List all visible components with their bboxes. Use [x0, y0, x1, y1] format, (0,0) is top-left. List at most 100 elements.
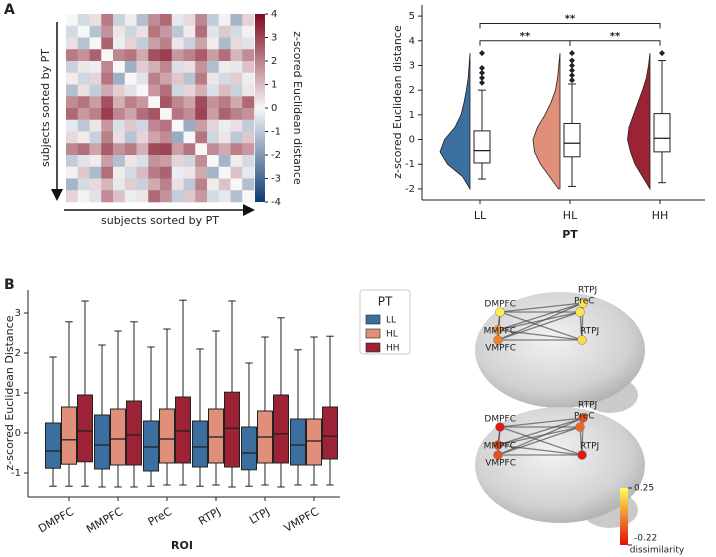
heatmap-cell — [124, 166, 137, 179]
heatmap-cell — [195, 143, 208, 156]
heatmap-cell — [160, 37, 173, 50]
colorbar-tick-label: -0.22 — [634, 534, 657, 544]
x-tick-label: HL — [563, 209, 578, 222]
heatmap-cell — [207, 61, 220, 74]
heatmap-cell — [148, 14, 161, 27]
heatmap-cell — [242, 96, 255, 109]
heatmap-cell — [242, 143, 255, 156]
heatmap-cell — [230, 14, 243, 27]
heatmap-cell — [101, 14, 114, 27]
heatmap-cell — [230, 108, 243, 121]
heatmap-cell — [66, 190, 79, 203]
y-tick-label: 0 — [15, 428, 21, 439]
heatmap-cell — [148, 143, 161, 156]
y-tick-label: 0 — [409, 135, 415, 146]
heatmap-cell — [242, 190, 255, 203]
edge — [497, 329, 583, 341]
heatmap-cell — [230, 166, 243, 179]
outlier — [569, 72, 575, 79]
node-label: DMPFC — [484, 415, 516, 425]
edge — [497, 311, 581, 331]
legend-label: HL — [386, 330, 398, 340]
colorbar — [620, 488, 628, 545]
heatmap-cell — [183, 143, 196, 156]
y-tick-label: 1 — [409, 110, 415, 121]
heatmap-cell — [124, 131, 137, 144]
heatmap-cell — [66, 72, 79, 85]
heatmap-cell — [195, 155, 208, 168]
heatmap-cell — [148, 49, 161, 62]
heatmap-cell — [113, 25, 126, 38]
heatmap-cell — [183, 108, 196, 121]
heatmap-cell — [242, 14, 255, 27]
heatmap-cell — [89, 61, 102, 74]
node — [575, 422, 585, 432]
heatmap-cell — [101, 190, 114, 203]
heatmap-cell — [136, 108, 149, 121]
outlier — [479, 50, 485, 57]
colorbar-tick-label: 0.25 — [634, 484, 654, 494]
box — [110, 408, 126, 466]
colorbar-tick-label: 1 — [271, 80, 277, 91]
x-tick-label: VMPFC — [282, 505, 321, 535]
heatmap-cell — [218, 61, 231, 74]
heatmap-cell — [77, 72, 90, 85]
y-tick-label: 3 — [409, 60, 415, 71]
heatmap-cell — [66, 143, 79, 156]
heatmap-cell — [77, 108, 90, 121]
edge — [497, 302, 584, 331]
heatmap-cell — [148, 166, 161, 179]
heatmap-cell — [183, 190, 196, 203]
heatmap-cell — [218, 84, 231, 97]
edge — [497, 311, 581, 341]
heatmap-cell — [242, 119, 255, 132]
colorbar-tick-label: -3 — [271, 174, 281, 185]
brain — [475, 407, 645, 523]
outlier — [569, 57, 575, 64]
heatmap-cell — [183, 119, 196, 132]
heatmap-cell — [101, 131, 114, 144]
heatmap-cell — [148, 37, 161, 50]
heatmap-cell — [195, 25, 208, 38]
brain — [475, 292, 645, 408]
heatmap-cell — [113, 178, 126, 191]
heatmap-cell — [242, 37, 255, 50]
heatmap-cell — [148, 108, 161, 121]
heatmap-cell — [113, 190, 126, 203]
y-axis-label: z-scored Euclidean Distance — [3, 315, 16, 470]
heatmap-cell — [101, 155, 114, 168]
x-tick-label: LTPJ — [247, 505, 272, 527]
heatmap-cell — [195, 84, 208, 97]
heatmap-cell — [218, 143, 231, 156]
heatmap-cell — [171, 190, 184, 203]
colorbar-tick-label: -1 — [271, 127, 281, 138]
x-tick-label: PreC — [146, 505, 175, 529]
heatmap-cell — [66, 166, 79, 179]
heatmap-cell — [207, 155, 220, 168]
heatmap-cell — [183, 72, 196, 85]
heatmap-cell — [77, 131, 90, 144]
heatmap-cell — [136, 155, 149, 168]
heatmap-cell — [136, 25, 149, 38]
heatmap-cell — [160, 25, 173, 38]
significance-label: ** — [565, 14, 576, 25]
heatmap-cell — [230, 96, 243, 109]
edge — [497, 302, 584, 341]
heatmap-cell — [89, 155, 102, 168]
significance-bracket — [569, 40, 661, 46]
x-tick-label: RTPJ — [196, 505, 223, 528]
node — [577, 335, 587, 345]
heatmap-cell — [66, 131, 79, 144]
heatmap-cell — [160, 178, 173, 191]
outlier — [569, 67, 575, 74]
heatmap-cell — [101, 84, 114, 97]
heatmap-cell — [183, 166, 196, 179]
node-label: RTPJ — [580, 327, 599, 337]
heatmap-cell — [230, 178, 243, 191]
y-tick-label: 4 — [409, 36, 415, 47]
heatmap-cell — [148, 25, 161, 38]
y-tick-label: -1 — [405, 159, 415, 170]
node — [495, 307, 505, 317]
heatmap-cell — [89, 25, 102, 38]
heatmap-cell — [242, 178, 255, 191]
